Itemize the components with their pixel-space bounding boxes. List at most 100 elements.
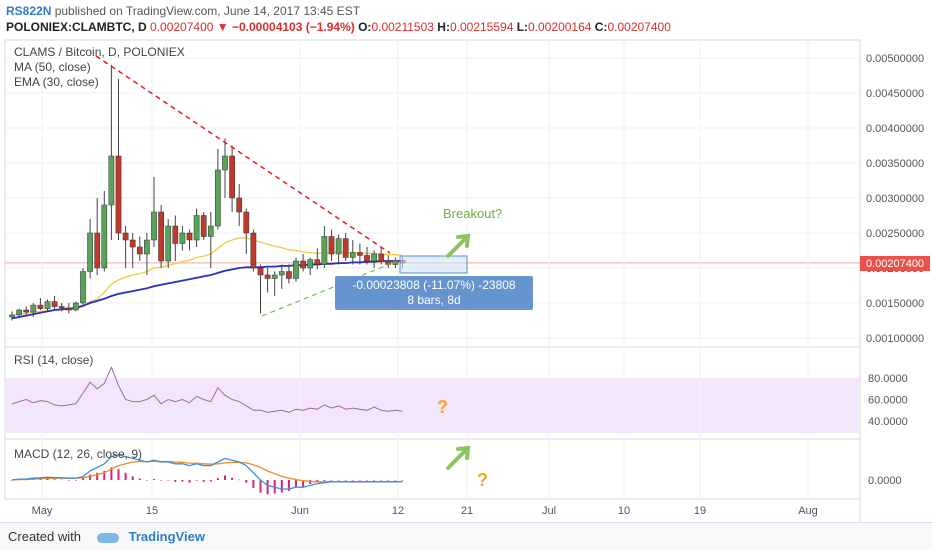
close-label: C:: [594, 20, 608, 34]
measure-bars: 8 bars, 8d: [407, 293, 460, 307]
ema-legend[interactable]: EMA (30, close): [14, 75, 99, 89]
candle: [342, 233, 349, 261]
candle: [9, 311, 15, 321]
chart-header: RS822N published on TradingView.com, Jun…: [0, 0, 932, 38]
macd-histogram-bar: [387, 480, 390, 481]
ma-legend[interactable]: MA (50, close): [14, 60, 91, 74]
candle: [250, 229, 257, 272]
candle: [165, 219, 172, 268]
macd-histogram-bar: [195, 480, 198, 481]
close-value: 0.00207400: [607, 20, 671, 34]
macd-histogram-bar: [330, 480, 333, 481]
candle: [264, 268, 271, 293]
macd-histogram-bar: [366, 480, 368, 481]
candle: [186, 229, 193, 251]
high-label: H:: [437, 20, 450, 34]
macd-histogram-bar: [266, 480, 269, 495]
macd-histogram-bar: [209, 480, 212, 482]
candle: [115, 79, 122, 240]
candle: [23, 306, 30, 315]
candle: [30, 303, 37, 317]
author-link[interactable]: RS822N: [6, 4, 52, 18]
low-label: L:: [516, 20, 529, 34]
candle: [200, 212, 207, 240]
candle: [271, 271, 278, 296]
candle: [65, 303, 72, 314]
macd-histogram-bar: [96, 472, 99, 480]
macd-histogram-bar: [351, 480, 354, 481]
macd-histogram-bar: [117, 469, 120, 480]
low-value: 0.00200164: [528, 20, 592, 34]
price-tick-label: 0.00150000: [866, 298, 924, 310]
candle: [51, 296, 58, 310]
candle: [207, 212, 214, 268]
rsi-legend[interactable]: RSI (14, close): [14, 353, 93, 367]
measure-range-box[interactable]: [399, 255, 468, 274]
measure-tooltip: [335, 276, 533, 310]
macd-histogram-bar: [138, 478, 141, 480]
candle: [122, 226, 129, 268]
candle: [101, 191, 108, 272]
descending-trendline[interactable]: [95, 55, 391, 254]
footer-bar: Created with TradingView: [0, 522, 932, 550]
rsi-line: [11, 365, 403, 413]
macd-histogram-bar: [302, 480, 305, 487]
ascending-support-line[interactable]: [261, 261, 396, 317]
symbol-label: POLONIEX:CLAMBTC, D: [6, 20, 147, 34]
time-tick-label: 15: [146, 505, 158, 517]
macd-histogram-bar: [11, 480, 13, 481]
time-tick-label: Jun: [291, 505, 309, 517]
chart-title: CLAMS / Bitcoin, D, POLONIEX: [14, 45, 185, 59]
candle: [371, 250, 377, 268]
price-tick-label: 0.00500000: [866, 53, 924, 65]
macd-histogram-bar: [287, 480, 290, 491]
macd-plot: [11, 454, 404, 495]
macd-histogram-bar: [131, 476, 134, 480]
candle: [129, 233, 136, 268]
time-tick-label: May: [32, 505, 53, 517]
candle: [44, 299, 51, 312]
macd-histogram-bar: [174, 480, 177, 482]
macd-histogram-bar: [167, 480, 170, 481]
rsi-plot: [11, 365, 403, 413]
macd-histogram-bar: [153, 478, 155, 480]
macd-histogram-bar: [380, 480, 383, 481]
macd-histogram-bar: [67, 480, 70, 481]
macd-histogram-bar: [295, 480, 297, 488]
macd-histogram-bar: [160, 480, 163, 481]
macd-histogram-bar: [224, 475, 226, 480]
candle: [243, 208, 250, 254]
candle: [378, 247, 385, 265]
macd-histogram-bar: [316, 480, 319, 482]
macd-histogram-bar: [202, 480, 205, 482]
candles: [9, 65, 406, 321]
macd-histogram-bar: [89, 474, 92, 480]
rsi-band: [5, 378, 860, 433]
macd-line: [11, 454, 403, 490]
candle: [87, 219, 93, 279]
candle: [158, 205, 164, 268]
candle: [144, 233, 150, 275]
time-tick-label: 21: [461, 505, 473, 517]
candle: [37, 298, 44, 310]
candle: [136, 236, 143, 261]
macd-histogram-bar: [373, 480, 376, 481]
macd-legend[interactable]: MACD (12, 26, close, 9): [14, 447, 142, 461]
macd-histogram-bar: [252, 480, 255, 489]
candle: [94, 198, 101, 275]
time-tick-label: Jul: [542, 505, 556, 517]
high-value: 0.00215594: [449, 20, 514, 34]
macd-histogram-bar: [259, 480, 262, 493]
macd-histogram-bar: [46, 478, 49, 480]
macd-histogram-bar: [110, 467, 113, 480]
chart-area[interactable]: 0.00500000 0.00450000 0.00400000 0.00350000…: [0, 38, 932, 522]
rsi-tick-label: 60.0000: [868, 395, 908, 407]
tradingview-brand[interactable]: TradingView: [128, 529, 205, 544]
macd-histogram-bar: [394, 480, 397, 481]
candle: [16, 308, 22, 319]
candle: [364, 247, 370, 265]
macd-histogram-bar: [337, 480, 340, 481]
candle: [58, 303, 65, 312]
rsi-question-mark: ?: [437, 397, 448, 417]
breakout-arrow-icon: [446, 233, 471, 258]
